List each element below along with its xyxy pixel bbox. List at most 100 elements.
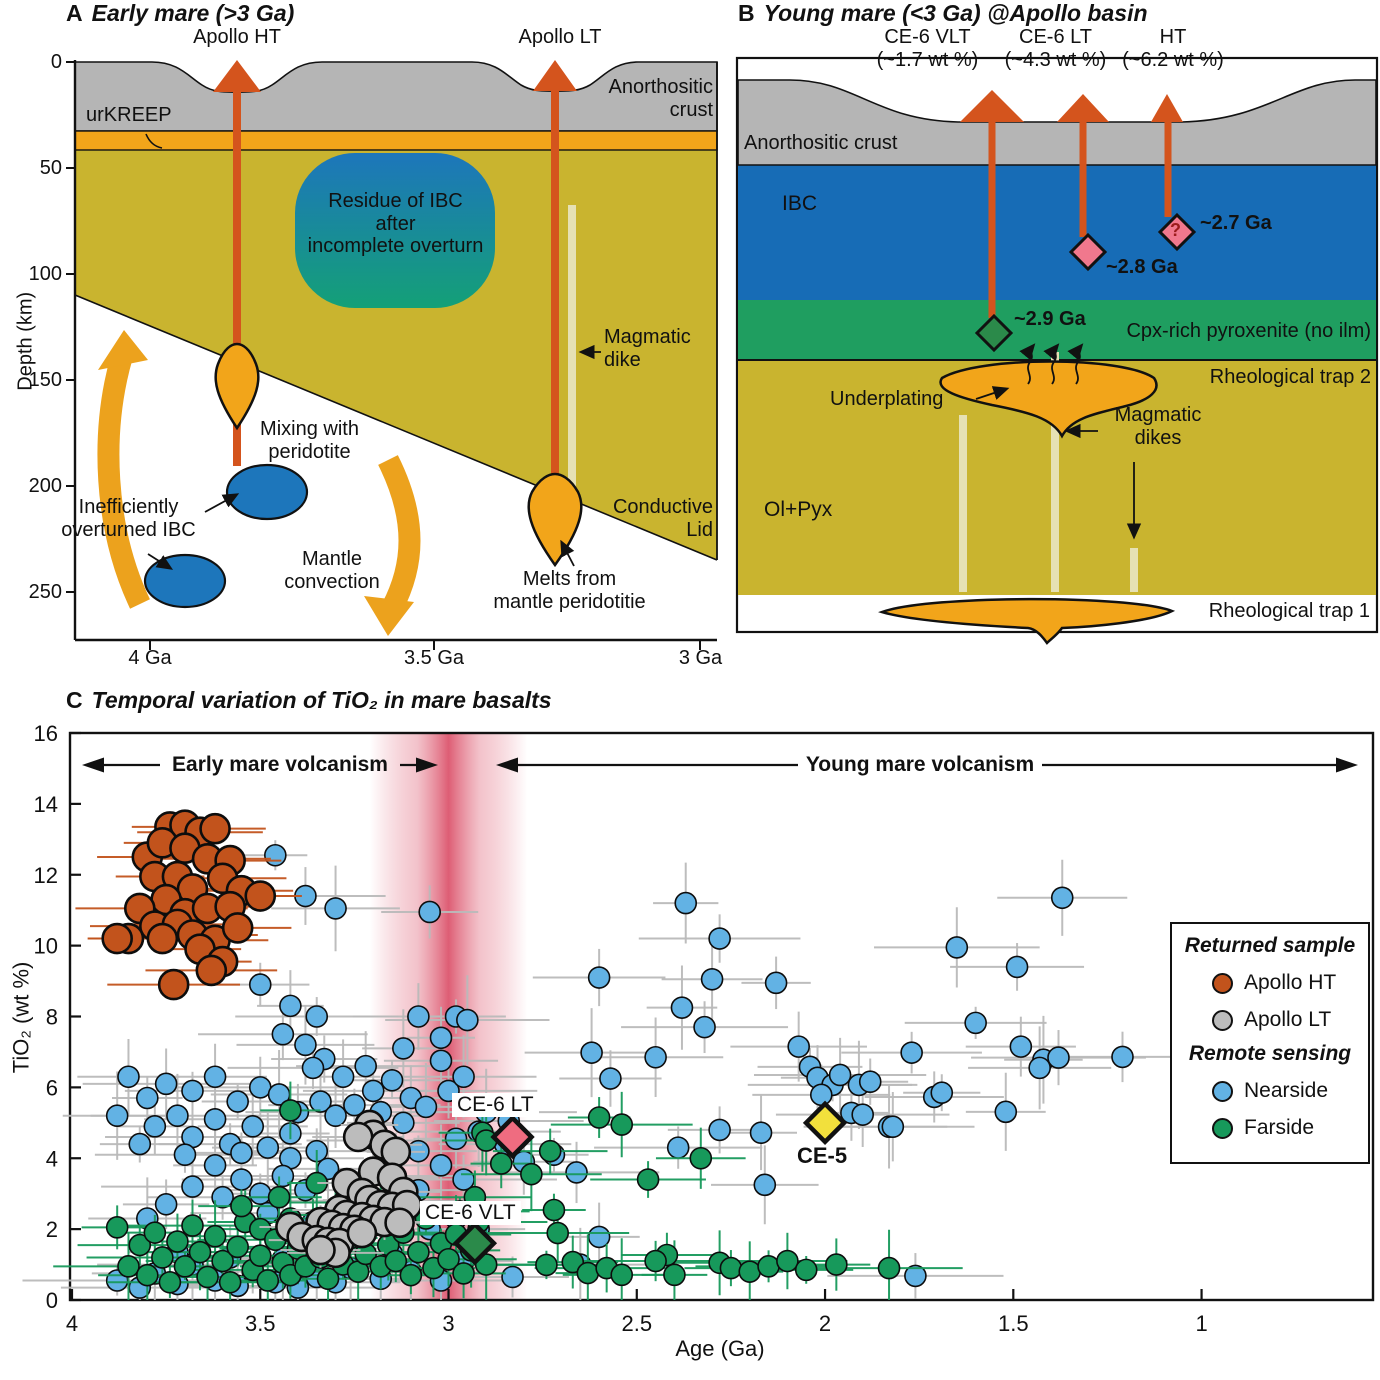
- data-point: [1050, 886, 1074, 910]
- data-point: [535, 1253, 558, 1277]
- data-point: [444, 1127, 468, 1151]
- residue-label: Residue of IBC after incomplete overturn: [307, 190, 484, 258]
- data-point: [945, 936, 969, 959]
- data-point: [877, 1256, 901, 1280]
- ce6-lt-marker-label: CE-6 LT: [452, 1093, 539, 1117]
- ce5-marker-label: CE-5: [797, 1143, 848, 1168]
- data-point: [105, 1104, 129, 1128]
- panel-a-title: A Early mare (>3 Ga): [66, 0, 294, 27]
- panel-a-title-text: Early mare (>3 Ga): [91, 0, 295, 26]
- data-point: [749, 1121, 773, 1145]
- data-point: [196, 1265, 219, 1289]
- data-point: [380, 1136, 412, 1168]
- data-point: [1005, 955, 1029, 979]
- data-point: [294, 1033, 317, 1057]
- data-point: [452, 1065, 475, 1089]
- early-mare-annotation: Early mare volcanism: [172, 753, 388, 776]
- data-point: [211, 1249, 234, 1273]
- data-point: [437, 1247, 460, 1271]
- data-point: [188, 1240, 212, 1264]
- b-ht-volcano: [1151, 94, 1183, 122]
- data-point: [203, 1224, 227, 1248]
- data-point: [392, 1037, 415, 1060]
- data-point: [610, 1263, 634, 1287]
- age-tick-4ga: 4 Ga: [128, 647, 172, 669]
- mixing-label: Mixing with peridotite: [260, 418, 359, 463]
- data-point: [203, 1065, 227, 1089]
- b-vlt-volcano: [960, 90, 1024, 122]
- data-point: [331, 1065, 355, 1089]
- convection-arrow-down-head: [364, 596, 414, 636]
- data-point: [546, 1221, 570, 1245]
- data-point: [384, 1249, 408, 1273]
- data-point: [392, 1111, 415, 1135]
- y-tick-label: 16: [34, 721, 58, 746]
- data-point: [757, 1255, 780, 1278]
- data-point: [154, 1193, 178, 1216]
- y-tick-label: 14: [34, 792, 58, 817]
- data-point: [636, 1168, 660, 1191]
- ht-melt-pocket: [214, 342, 260, 431]
- age-tick-35ga: 3.5 Ga: [403, 647, 465, 669]
- age-29ga-label: ~2.9 Ga: [1014, 308, 1086, 330]
- y-tick-label: 2: [46, 1217, 58, 1242]
- data-point: [136, 1086, 159, 1110]
- farside-dot-icon: [1212, 1117, 1233, 1139]
- ce6-vlt-marker-label: CE-6 VLT: [420, 1201, 521, 1225]
- data-point: [599, 1067, 622, 1090]
- depth-tick-150: 150: [28, 369, 62, 391]
- data-point: [719, 1256, 743, 1280]
- apollo-ht-dot-icon: [1212, 972, 1233, 994]
- panel-b-title-text: Young mare (<3 Ga) @Apollo basin: [763, 0, 1148, 26]
- x-tick-label: 4: [66, 1311, 78, 1336]
- data-point: [301, 1056, 325, 1080]
- panel-a-letter: A: [66, 0, 83, 26]
- data-point: [305, 1005, 329, 1028]
- underplating-arrow: [975, 386, 1010, 400]
- data-point: [399, 1263, 423, 1287]
- data-point: [904, 1264, 927, 1288]
- depth-tick-0: 0: [50, 51, 62, 73]
- depth-tick-250: 250: [28, 581, 62, 603]
- legend-apollo-lt-label: Apollo LT: [1244, 1008, 1332, 1031]
- b-lt-volcano: [1057, 94, 1109, 122]
- data-point: [576, 1261, 600, 1285]
- data-point: [279, 1099, 302, 1122]
- data-point: [414, 1095, 438, 1119]
- legend-farside-label: Farside: [1244, 1116, 1315, 1139]
- ol-pyx-label: Ol+Pyx: [764, 498, 833, 521]
- points-apollo-lt: [275, 1109, 423, 1269]
- data-point: [794, 1258, 818, 1282]
- data-point: [700, 967, 724, 991]
- data-point: [211, 1185, 234, 1209]
- data-point: [828, 1063, 852, 1087]
- ibc-residue-blob: [295, 153, 495, 308]
- data-point: [456, 1008, 479, 1032]
- data-point: [418, 900, 441, 924]
- data-point: [316, 1267, 340, 1291]
- data-point: [248, 1244, 272, 1268]
- data-point: [610, 1113, 634, 1136]
- data-point: [644, 1249, 667, 1273]
- x-tick-label: 2: [819, 1311, 831, 1336]
- data-point: [143, 1115, 167, 1138]
- data-point: [689, 1146, 713, 1170]
- data-point: [271, 1164, 295, 1188]
- x-tick-label: 3.5: [245, 1311, 276, 1336]
- data-point: [994, 1100, 1018, 1124]
- data-point: [501, 1265, 524, 1289]
- data-point: [429, 1049, 453, 1073]
- data-point: [708, 927, 731, 950]
- data-point: [787, 1035, 810, 1058]
- data-point: [241, 1115, 265, 1138]
- magmatic-dikes-label: Magmatic dikes: [1114, 404, 1202, 449]
- urkreep-layer: [74, 130, 718, 151]
- y-axis-label: TiO₂ (wt %): [8, 961, 34, 1074]
- data-point: [166, 1230, 189, 1253]
- data-point: [151, 1246, 174, 1269]
- anorthositic-crust-label-a: Anorthositic crust: [608, 76, 714, 121]
- depth-tick-50: 50: [39, 157, 62, 179]
- data-point: [407, 1240, 430, 1264]
- data-point: [776, 1249, 799, 1273]
- panel-b-letter: B: [738, 0, 755, 26]
